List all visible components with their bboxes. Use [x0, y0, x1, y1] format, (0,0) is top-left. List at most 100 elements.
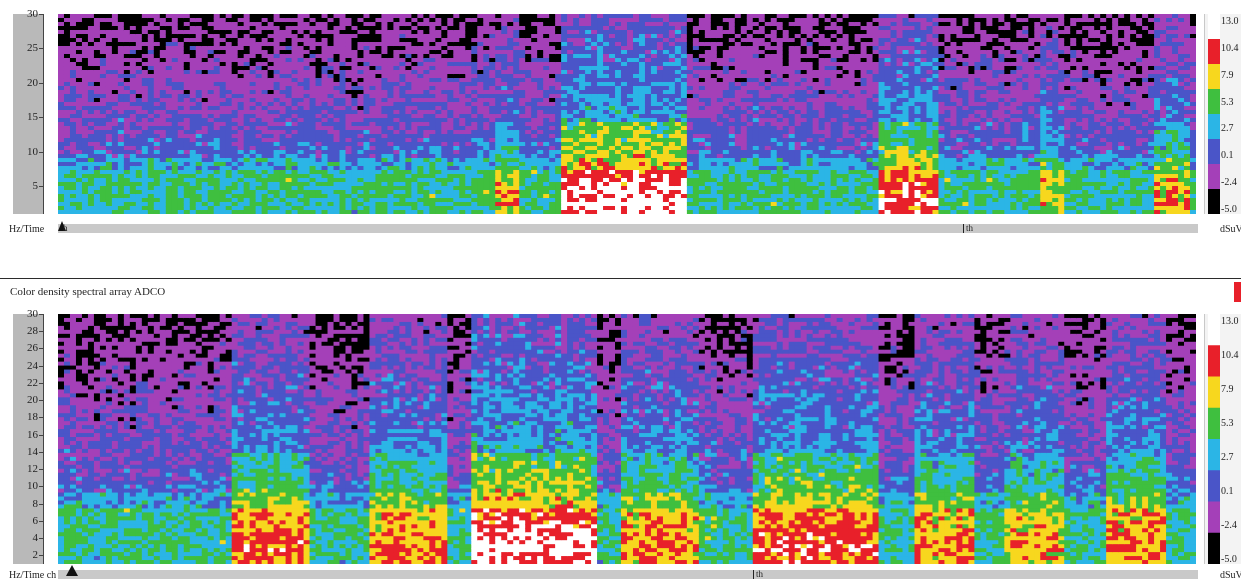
heatmap-cell: [615, 138, 622, 143]
heatmap-cell: [111, 142, 119, 147]
heatmap-cell: [507, 74, 514, 79]
heatmap-cell: [255, 26, 263, 31]
heatmap-cell: [435, 178, 442, 183]
heatmap-cell: [159, 182, 167, 187]
heatmap-cell: [519, 58, 526, 63]
heatmap-cell: [291, 186, 299, 191]
heatmap-cell: [237, 210, 245, 214]
heatmap-cell: [579, 26, 586, 31]
heatmap-cell: [441, 210, 448, 214]
heatmap-cell: [69, 90, 77, 95]
heatmap-cell: [561, 58, 568, 63]
heatmap-cell: [237, 202, 245, 207]
heatmap-cell: [429, 38, 436, 43]
heatmap-cell: [585, 34, 592, 39]
heatmap-cell: [531, 170, 538, 175]
heatmap-cell: [135, 38, 143, 43]
heatmap-cell: [531, 126, 538, 131]
heatmap-cell: [213, 122, 221, 127]
heatmap-cell: [291, 170, 299, 175]
heatmap-cell: [273, 26, 281, 31]
heatmap-cell: [243, 174, 251, 179]
heatmap-cell: [627, 154, 634, 159]
heatmap-cell: [459, 146, 466, 151]
heatmap-cell: [93, 194, 101, 199]
heatmap-cell: [369, 174, 377, 179]
heatmap-cell: [279, 162, 287, 167]
heatmap-cell: [561, 202, 568, 207]
heatmap-cell: [417, 18, 424, 23]
heatmap-cell: [549, 90, 556, 95]
heatmap-cell: [279, 198, 287, 203]
heatmap-cell: [381, 94, 389, 99]
heatmap-cell: [650, 66, 658, 71]
heatmap-cell: [105, 182, 113, 187]
heatmap-cell: [99, 146, 107, 151]
heatmap-cell: [525, 90, 532, 95]
heatmap-cell: [375, 82, 383, 87]
heatmap-cell: [333, 162, 341, 167]
heatmap-cell: [81, 198, 89, 203]
heatmap-cell: [417, 182, 424, 187]
heatmap-cell: [591, 34, 598, 39]
heatmap-cell: [411, 22, 418, 27]
heatmap-cell: [369, 102, 377, 107]
heatmap-cell: [411, 30, 418, 35]
heatmap-cell: [489, 102, 496, 107]
heatmap-cell: [555, 26, 562, 31]
heatmap-cell: [183, 38, 191, 43]
heatmap-cell: [543, 170, 550, 175]
heatmap-cell: [219, 206, 227, 211]
heatmap-cell: [447, 202, 454, 207]
heatmap-cell: [632, 86, 640, 91]
heatmap-cell: [357, 210, 365, 214]
heatmap-cell: [351, 126, 359, 131]
heatmap-cell: [273, 110, 281, 115]
heatmap-cell: [303, 210, 311, 214]
heatmap-cell: [339, 194, 347, 199]
heatmap-cell: [129, 82, 137, 87]
heatmap-cell: [69, 198, 77, 203]
heatmap-cell: [201, 30, 209, 35]
heatmap-cell: [213, 190, 221, 195]
heatmap-cell: [621, 82, 628, 87]
heatmap-cell: [237, 86, 245, 91]
heatmap-cell: [459, 138, 466, 143]
heatmap-cell: [69, 106, 77, 111]
heatmap-cell: [369, 66, 377, 71]
heatmap-cell: [327, 138, 335, 143]
heatmap-cell: [123, 186, 131, 191]
heatmap-cell: [453, 22, 460, 27]
heatmap-cell: [297, 190, 305, 195]
heatmap-cell: [375, 110, 383, 115]
heatmap-cell: [303, 182, 311, 187]
heatmap-cell: [369, 130, 377, 135]
heatmap-cell: [621, 210, 628, 214]
heatmap-cell: [555, 22, 562, 27]
heatmap-cell: [585, 186, 592, 191]
heatmap-cell: [171, 126, 179, 131]
heatmap-cell: [507, 30, 514, 35]
heatmap-cell: [441, 154, 448, 159]
heatmap-cell: [423, 90, 430, 95]
heatmap-cell: [141, 190, 149, 195]
heatmap-cell: [423, 98, 430, 103]
heatmap-cell: [201, 78, 209, 83]
heatmap-cell: [650, 90, 658, 95]
heatmap-cell: [171, 14, 179, 19]
heatmap-cell: [638, 106, 646, 111]
heatmap-cell: [441, 74, 448, 79]
heatmap-cell: [543, 106, 550, 111]
heatmap-cell: [249, 86, 257, 91]
heatmap-cell: [615, 70, 622, 75]
heatmap-cell: [195, 58, 203, 63]
heatmap-cell: [153, 26, 161, 31]
heatmap-cell: [387, 182, 395, 187]
heatmap-cell: [261, 94, 269, 99]
heatmap-cell: [183, 74, 191, 79]
heatmap-cell: [183, 18, 191, 23]
heatmap-cell: [453, 158, 460, 163]
heatmap-cell: [123, 50, 131, 55]
heatmap-cell: [650, 94, 658, 99]
heatmap-cell: [567, 194, 574, 199]
